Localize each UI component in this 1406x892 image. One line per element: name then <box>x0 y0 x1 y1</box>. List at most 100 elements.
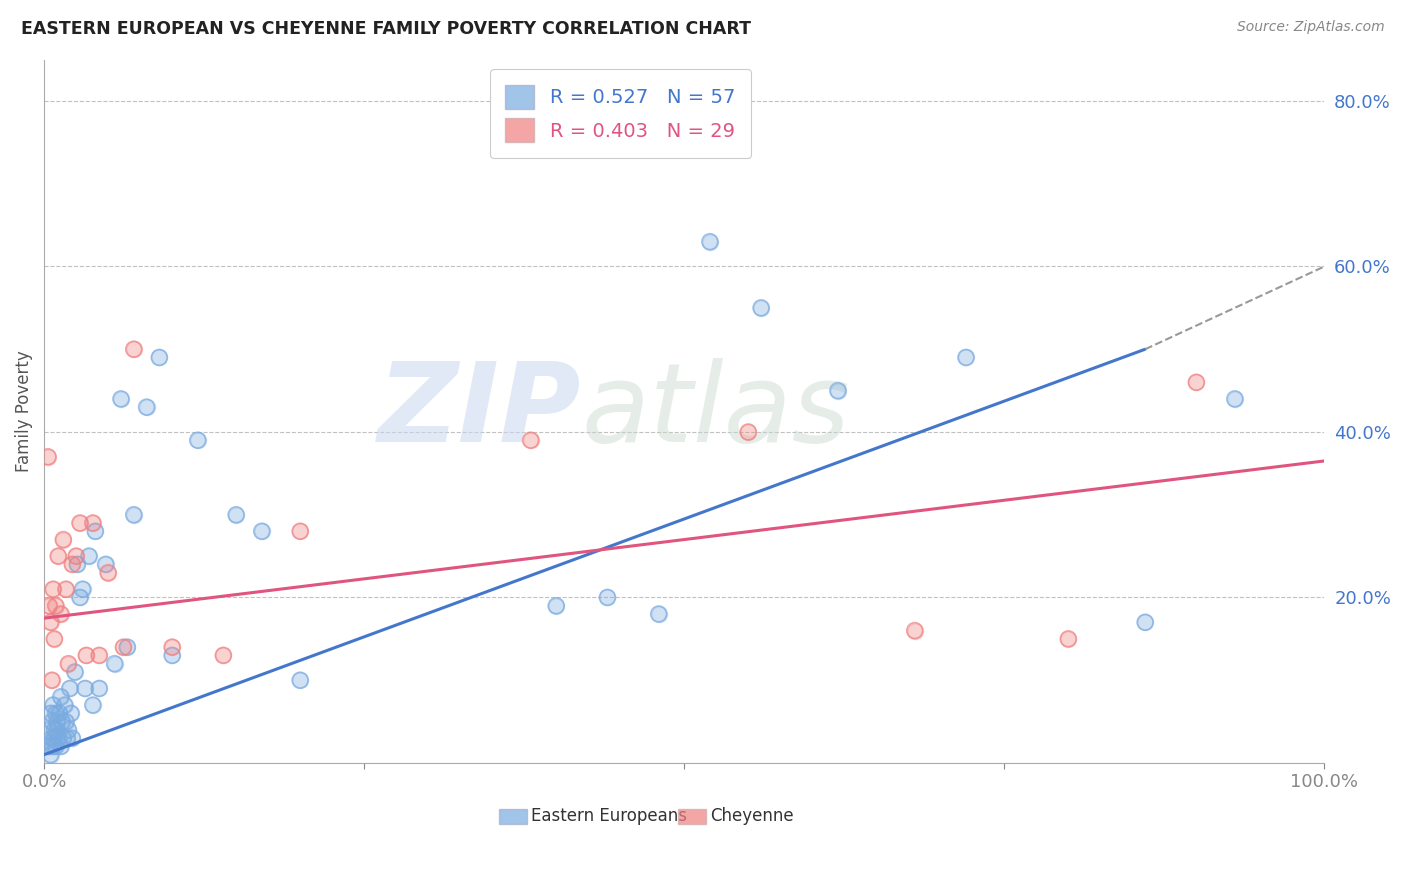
Point <box>52 533 75 547</box>
Point <box>827 384 849 398</box>
Point <box>135 400 157 414</box>
Point <box>117 640 139 654</box>
Point <box>42 739 65 754</box>
Point <box>103 657 125 671</box>
Point <box>519 434 541 448</box>
Point <box>187 434 209 448</box>
Point <box>65 549 87 563</box>
Point <box>49 690 72 704</box>
Point <box>69 516 91 530</box>
Point <box>737 425 759 439</box>
Point <box>55 582 77 597</box>
Point <box>42 698 65 712</box>
Point <box>59 706 82 721</box>
Point <box>75 681 97 696</box>
Point <box>63 665 86 679</box>
Point <box>288 524 311 539</box>
Point <box>82 698 104 712</box>
Point <box>41 731 63 746</box>
Point <box>38 599 60 613</box>
Point <box>160 648 183 663</box>
Point <box>45 706 67 721</box>
Point <box>63 665 86 679</box>
Point <box>55 714 77 729</box>
Point <box>112 640 135 654</box>
Point <box>737 425 759 439</box>
Point <box>69 591 91 605</box>
Point <box>45 714 67 729</box>
Point <box>75 681 97 696</box>
Point <box>955 351 977 365</box>
Point <box>699 235 721 249</box>
Point <box>187 434 209 448</box>
Point <box>45 714 67 729</box>
Point <box>42 698 65 712</box>
Point <box>44 632 66 646</box>
Point <box>84 524 107 539</box>
Point <box>52 731 75 746</box>
Point <box>37 723 59 737</box>
Point <box>49 690 72 704</box>
Point <box>148 351 170 365</box>
Point <box>596 591 619 605</box>
Point <box>110 392 132 406</box>
Point <box>46 549 69 563</box>
Point <box>49 739 72 754</box>
Point <box>56 731 79 746</box>
Point <box>41 673 63 688</box>
Point <box>48 706 70 721</box>
Point <box>46 731 69 746</box>
Point <box>225 508 247 522</box>
Point <box>45 599 67 613</box>
Point <box>44 731 66 746</box>
Point <box>1057 632 1080 646</box>
Text: EASTERN EUROPEAN VS CHEYENNE FAMILY POVERTY CORRELATION CHART: EASTERN EUROPEAN VS CHEYENNE FAMILY POVE… <box>21 20 751 37</box>
Point <box>1133 615 1156 630</box>
Point <box>122 508 145 522</box>
Point <box>546 599 568 613</box>
Point <box>59 681 82 696</box>
Point <box>44 723 66 737</box>
Point <box>39 747 62 762</box>
Point <box>38 599 60 613</box>
Point <box>110 392 132 406</box>
Point <box>122 508 145 522</box>
Point <box>97 566 120 580</box>
Y-axis label: Family Poverty: Family Poverty <box>15 351 32 472</box>
Point <box>82 698 104 712</box>
Point <box>749 301 772 315</box>
Point <box>122 343 145 357</box>
Point <box>51 714 73 729</box>
Point <box>46 731 69 746</box>
Point <box>45 706 67 721</box>
Point <box>1185 376 1208 390</box>
Point <box>60 558 83 572</box>
Point <box>52 731 75 746</box>
Point <box>160 648 183 663</box>
Point <box>37 450 59 464</box>
Point <box>39 615 62 630</box>
Point <box>42 582 65 597</box>
Point <box>82 516 104 530</box>
Point <box>288 673 311 688</box>
Point <box>45 739 67 754</box>
Point <box>94 558 117 572</box>
Point <box>49 607 72 621</box>
Point <box>94 558 117 572</box>
Point <box>1223 392 1246 406</box>
Point <box>955 351 977 365</box>
Point <box>39 747 62 762</box>
Point <box>37 450 59 464</box>
Point <box>89 648 111 663</box>
Point <box>75 648 97 663</box>
Point <box>45 723 67 737</box>
Point <box>69 591 91 605</box>
Point <box>58 723 80 737</box>
Point <box>59 706 82 721</box>
Point <box>647 607 669 621</box>
Point <box>904 624 927 638</box>
Point <box>89 681 111 696</box>
Point <box>41 731 63 746</box>
Point <box>65 549 87 563</box>
Point <box>56 731 79 746</box>
